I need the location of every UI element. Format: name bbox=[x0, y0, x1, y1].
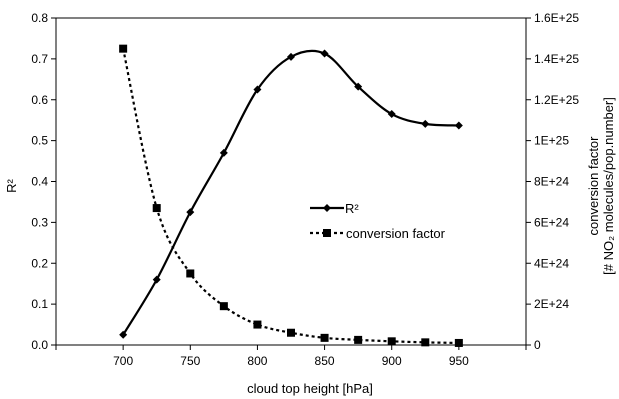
right-axis-tick-label: 1.4E+25 bbox=[534, 52, 579, 66]
r2-data-point bbox=[354, 82, 363, 91]
x-axis-tick-label: 900 bbox=[382, 354, 402, 368]
x-axis-tick-label: 950 bbox=[449, 354, 469, 368]
conversion-factor-data-point bbox=[119, 44, 128, 53]
plot-area-frame bbox=[55, 17, 527, 346]
right-axis-tick-label: 1E+25 bbox=[534, 134, 569, 148]
r2-data-point bbox=[219, 148, 228, 157]
left-axis-tick-label: 0.0 bbox=[31, 338, 48, 352]
left-axis-tick-label: 0.5 bbox=[31, 134, 48, 148]
conversion-factor-data-point bbox=[186, 269, 195, 278]
x-axis-tick-label: 800 bbox=[247, 354, 267, 368]
right-axis-title-line2: [# NO₂ molecules/pop.number] bbox=[601, 97, 616, 275]
right-axis-ticks: 0 2E+24 4E+24 6E+24 8E+24 1E+25 1.2E+25 1.4E+25… bbox=[526, 11, 579, 352]
legend: R² conversion factor bbox=[310, 201, 446, 241]
series-layer bbox=[119, 44, 463, 347]
conversion-factor-series-line bbox=[122, 48, 459, 345]
conversion-factor-data-point bbox=[454, 338, 463, 347]
r2-data-point bbox=[421, 119, 430, 128]
left-axis-ticks: 0.0 0.1 0.2 0.3 0.4 0.5 0.6 0.7 0.8 bbox=[31, 11, 56, 352]
conversion-factor-data-point bbox=[320, 333, 329, 342]
conversion-factor-data-point bbox=[287, 328, 295, 337]
right-axis-tick-label: 0 bbox=[534, 338, 541, 352]
conversion-factor-data-point bbox=[421, 338, 430, 347]
x-axis-tick-label: 850 bbox=[315, 354, 335, 368]
left-axis-tick-label: 0.7 bbox=[31, 52, 48, 66]
conversion-factor-data-point bbox=[354, 335, 363, 344]
r2-data-point bbox=[119, 330, 128, 339]
r2-data-point bbox=[287, 52, 295, 61]
x-axis-tick-label: 700 bbox=[113, 354, 133, 368]
r2-series-line bbox=[122, 49, 459, 336]
legend-label-r2: R² bbox=[345, 201, 359, 216]
left-axis-tick-label: 0.3 bbox=[31, 215, 48, 229]
r2-data-point bbox=[253, 85, 262, 94]
r2-data-point bbox=[320, 49, 329, 58]
x-axis-title: cloud top height [hPa] bbox=[247, 381, 373, 396]
right-axis-tick-label: 2E+24 bbox=[534, 297, 569, 311]
right-axis-tick-label: 6E+24 bbox=[534, 215, 569, 229]
right-axis-title-line1: conversion factor bbox=[586, 136, 601, 236]
r2-data-point bbox=[387, 110, 396, 119]
conversion-factor-data-point bbox=[387, 337, 396, 346]
legend-swatch-conversion-marker bbox=[323, 229, 331, 237]
r2-data-point bbox=[152, 275, 161, 284]
left-axis-tick-label: 0.2 bbox=[31, 256, 48, 270]
left-axis-tick-label: 0.8 bbox=[31, 11, 48, 25]
r2-data-point bbox=[186, 208, 195, 217]
legend-swatch-r2-marker bbox=[323, 204, 331, 212]
left-axis-title: R² bbox=[4, 178, 19, 192]
legend-label-conversion: conversion factor bbox=[346, 226, 446, 241]
r2-data-point bbox=[454, 121, 463, 130]
right-axis-tick-label: 1.6E+25 bbox=[534, 11, 579, 25]
conversion-factor-data-point bbox=[219, 302, 228, 311]
x-axis-ticks: 700 750 800 850 900 950 bbox=[55, 345, 527, 368]
left-axis-tick-label: 0.6 bbox=[31, 93, 48, 107]
conversion-factor-data-point bbox=[253, 320, 262, 329]
right-axis-tick-label: 4E+24 bbox=[534, 256, 569, 270]
conversion-factor-data-point bbox=[152, 204, 161, 213]
left-axis-tick-label: 0.1 bbox=[31, 297, 48, 311]
right-axis-tick-label: 8E+24 bbox=[534, 175, 569, 189]
right-axis-tick-label: 1.2E+25 bbox=[534, 93, 579, 107]
x-axis-tick-label: 750 bbox=[180, 354, 200, 368]
left-axis-tick-label: 0.4 bbox=[31, 175, 48, 189]
